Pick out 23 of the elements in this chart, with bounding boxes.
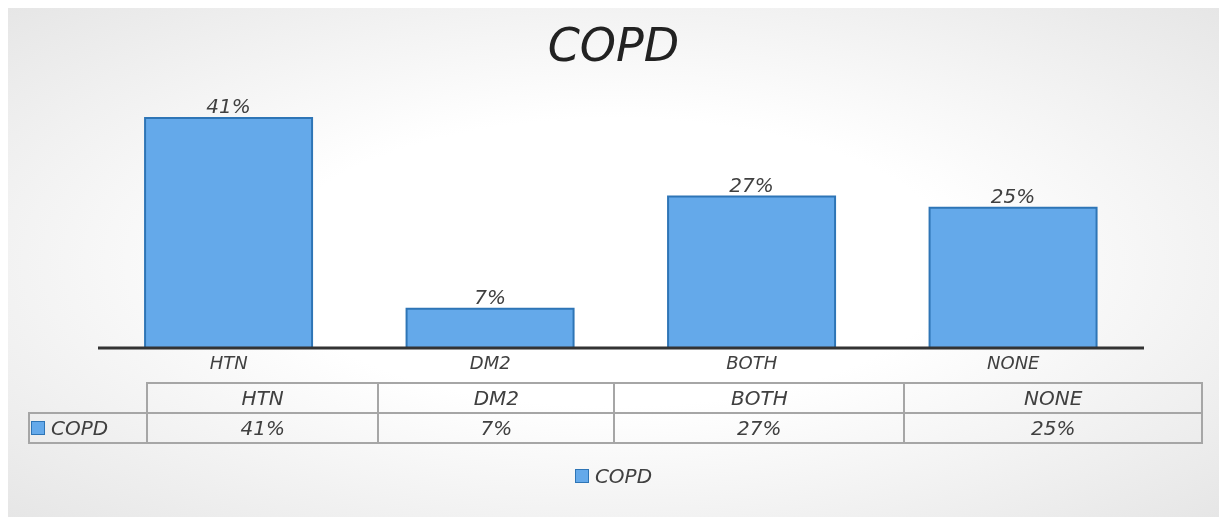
text: COPD — [594, 464, 653, 488]
x-tick-label: DM2 — [469, 351, 511, 373]
category-label: BOTH — [730, 386, 788, 410]
category-label: HTN — [241, 386, 284, 410]
bar — [144, 117, 314, 349]
x-tick-label: BOTH — [726, 351, 778, 373]
bar — [928, 206, 1098, 349]
data-label: 27% — [614, 413, 905, 443]
data-label: 7% — [378, 413, 615, 443]
bar — [667, 195, 837, 349]
x-tick-label: NONE — [987, 351, 1041, 373]
chart-title: COPD — [546, 18, 681, 74]
bar — [405, 307, 575, 349]
text: 7% — [474, 284, 506, 309]
text: 25% — [990, 183, 1036, 208]
legend-label: COPD — [29, 413, 147, 443]
text: 41% — [206, 94, 251, 118]
text: 27% — [729, 172, 774, 197]
category-label: NONE — [1024, 386, 1083, 410]
category-label: DM2 — [473, 386, 520, 410]
x-tick-label: HTN — [209, 351, 248, 373]
data-label: 41% — [147, 413, 379, 443]
data-label: 25% — [904, 413, 1202, 443]
